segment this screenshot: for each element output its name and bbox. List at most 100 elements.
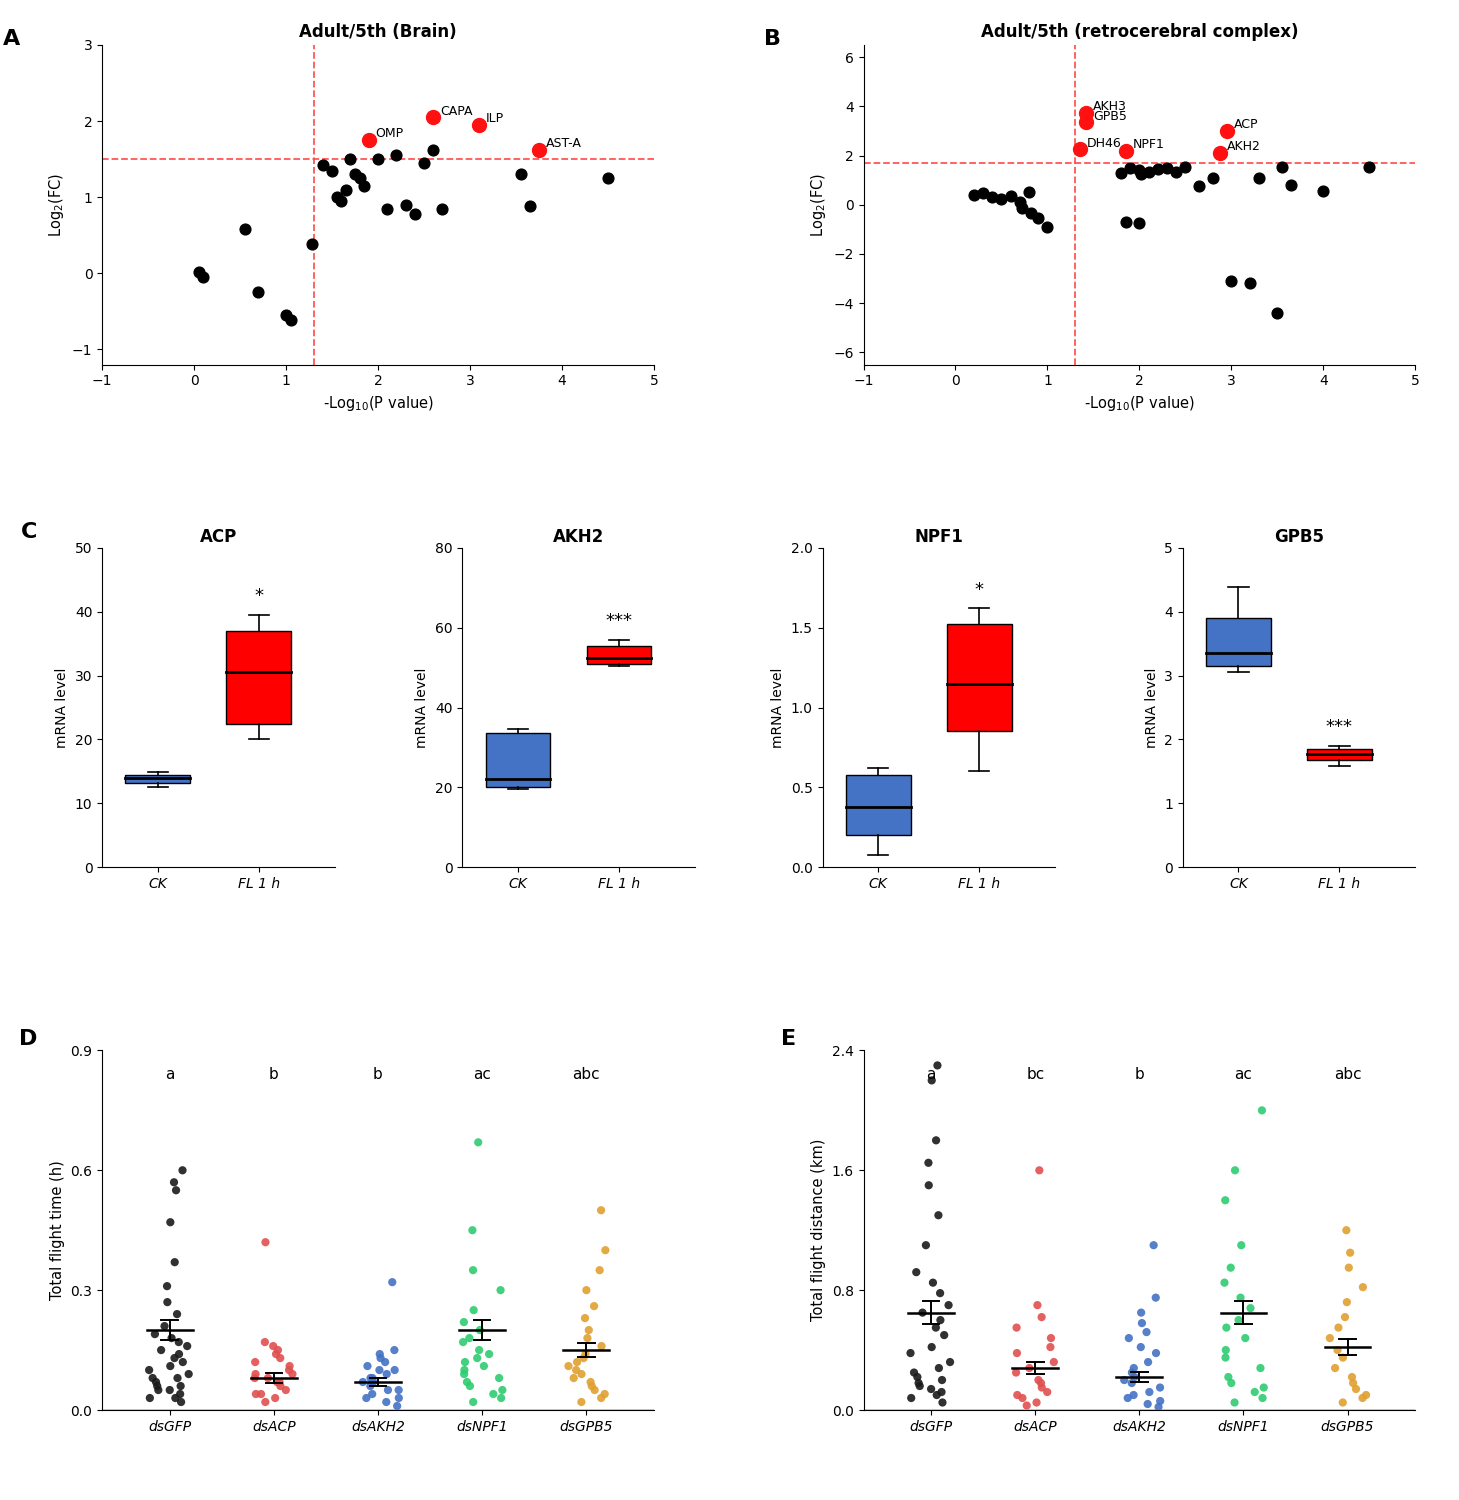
Point — [1249, 1356, 1272, 1380]
Point — [266, 1370, 289, 1394]
Point — [921, 1335, 944, 1359]
Point — [1227, 1308, 1250, 1332]
Point — [926, 1203, 950, 1227]
Point — [463, 1298, 486, 1322]
Point — [375, 196, 398, 220]
X-axis label: -Log$_{10}$(P value): -Log$_{10}$(P value) — [1084, 394, 1195, 412]
Point — [1215, 1316, 1239, 1340]
Point — [1128, 159, 1151, 183]
Text: abc: abc — [1334, 1066, 1361, 1082]
Text: *: * — [975, 580, 983, 598]
Point — [311, 153, 334, 177]
Point — [177, 1362, 200, 1386]
Text: abc: abc — [572, 1066, 600, 1082]
Point — [467, 112, 490, 136]
Point — [1027, 207, 1050, 231]
Point — [1109, 160, 1132, 184]
Point — [163, 1386, 187, 1410]
Point — [160, 1326, 184, 1350]
Point — [1113, 138, 1137, 162]
Point — [932, 1323, 956, 1347]
Point — [1036, 1380, 1059, 1404]
Point — [375, 1390, 398, 1414]
Point — [1173, 154, 1196, 178]
Point — [375, 1362, 398, 1386]
Point — [403, 202, 426, 226]
Point — [1148, 1376, 1172, 1400]
Point — [247, 280, 270, 304]
Bar — [486, 734, 550, 786]
Point — [937, 1293, 960, 1317]
Point — [1135, 1320, 1158, 1344]
Point — [1121, 1371, 1144, 1395]
Point — [356, 1354, 379, 1378]
Point — [915, 1233, 938, 1257]
Text: AKH3: AKH3 — [1093, 100, 1126, 112]
Point — [277, 1358, 301, 1382]
Point — [518, 195, 541, 219]
Point — [1239, 272, 1262, 296]
Point — [566, 1350, 589, 1374]
Point — [1131, 1311, 1154, 1335]
Point — [374, 1350, 397, 1374]
Point — [144, 1370, 168, 1394]
Point — [900, 1386, 924, 1410]
Point — [249, 1382, 273, 1406]
Text: ILP: ILP — [486, 112, 505, 125]
Title: Adult/5th (Brain): Adult/5th (Brain) — [299, 22, 457, 40]
Point — [572, 1346, 595, 1370]
Point — [919, 1377, 943, 1401]
Point — [1024, 1390, 1048, 1414]
Point — [360, 1382, 384, 1406]
Point — [473, 1354, 496, 1378]
Point — [169, 1374, 193, 1398]
Point — [910, 1300, 934, 1324]
Point — [1119, 156, 1142, 180]
Point — [1030, 1305, 1053, 1329]
Point — [264, 1386, 287, 1410]
Point — [142, 1366, 165, 1390]
Text: AKH2: AKH2 — [1227, 141, 1261, 153]
Point — [301, 232, 324, 256]
Point — [1265, 302, 1288, 326]
Y-axis label: mRNA level: mRNA level — [772, 668, 785, 747]
Point — [487, 1366, 511, 1390]
Point — [931, 1390, 954, 1414]
Point — [573, 1342, 597, 1366]
Point — [1042, 1350, 1065, 1374]
Point — [330, 189, 353, 213]
Point — [989, 186, 1013, 210]
Point — [362, 1370, 385, 1394]
Title: GPB5: GPB5 — [1274, 528, 1323, 546]
Point — [376, 1378, 400, 1402]
Point — [1122, 1383, 1145, 1407]
Text: ac: ac — [473, 1066, 492, 1082]
Point — [565, 1358, 588, 1382]
Title: Adult/5th (retrocerebral complex): Adult/5th (retrocerebral complex) — [980, 22, 1299, 40]
Point — [353, 174, 376, 198]
Point — [394, 194, 417, 217]
Point — [1116, 1386, 1139, 1410]
Point — [1118, 1326, 1141, 1350]
Text: ac: ac — [1234, 1066, 1252, 1082]
Point — [369, 1346, 392, 1370]
Text: bc: bc — [1026, 1066, 1045, 1082]
Point — [924, 1316, 947, 1340]
Point — [1027, 1368, 1050, 1392]
Title: NPF1: NPF1 — [915, 528, 963, 546]
Point — [906, 1365, 929, 1389]
Text: E: E — [781, 1029, 795, 1048]
Point — [1113, 1368, 1137, 1392]
Point — [1005, 1316, 1029, 1340]
Point — [357, 128, 381, 152]
Point — [1008, 190, 1032, 214]
Point — [163, 1346, 187, 1370]
Point — [1029, 1371, 1052, 1395]
Point — [171, 1350, 194, 1374]
Point — [509, 162, 533, 186]
Point — [527, 138, 550, 162]
Point — [1217, 1365, 1240, 1389]
Point — [454, 1350, 477, 1374]
Point — [1017, 180, 1040, 204]
Point — [461, 1258, 484, 1282]
